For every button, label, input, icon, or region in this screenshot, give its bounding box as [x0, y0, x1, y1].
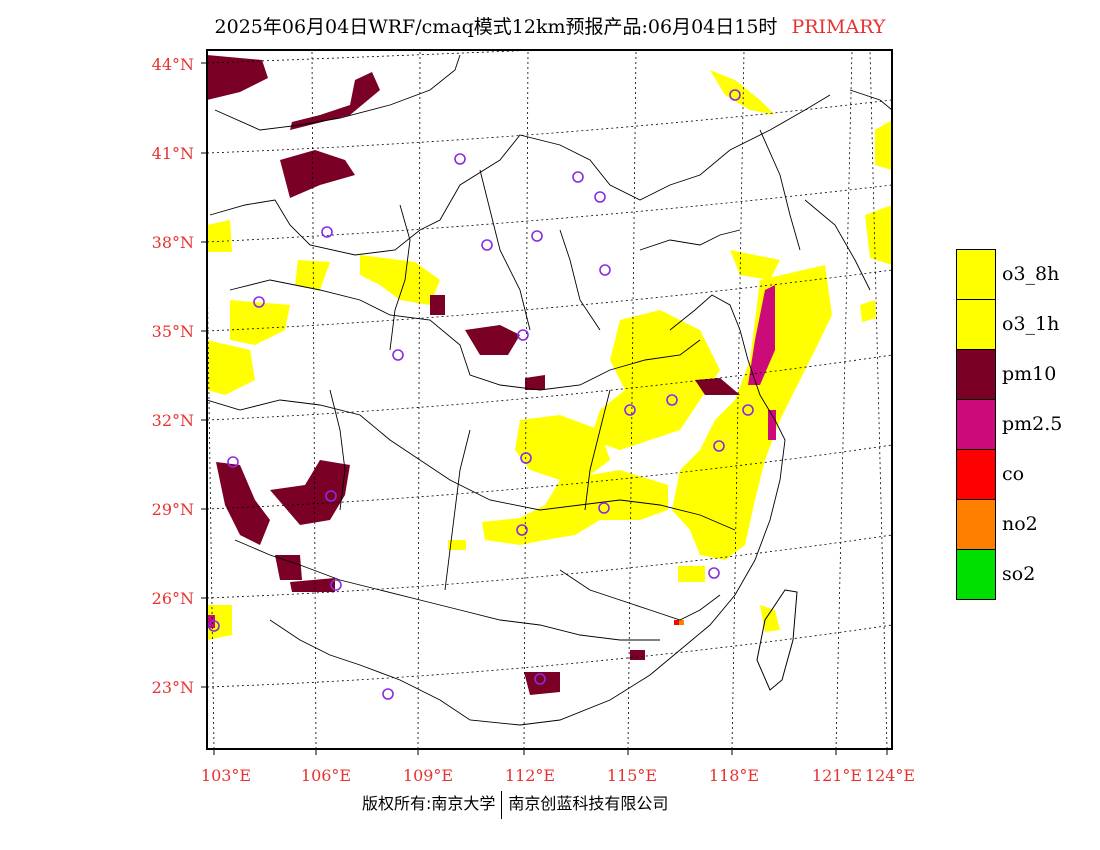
city-markers	[208, 89, 754, 700]
legend-item-o3-1h: o3_1h	[956, 299, 1096, 350]
legend: o3_8h o3_1h pm10 pm2.5 co no2 so2	[956, 249, 1096, 600]
lat-label-35: 35°N	[151, 322, 194, 341]
legend-label: o3_1h	[1002, 313, 1060, 335]
copyright-right: 南京创蓝科技有限公司	[508, 794, 669, 813]
legend-swatch	[956, 449, 996, 500]
legend-label: no2	[1002, 513, 1038, 535]
lat-label-41: 41°N	[151, 144, 194, 163]
footer-separator	[501, 790, 503, 819]
lon-label-103: 103°E	[200, 766, 252, 785]
lon-label-112: 112°E	[504, 766, 556, 785]
legend-item-so2: so2	[956, 549, 1096, 600]
map-border	[206, 49, 893, 750]
legend-label: so2	[1002, 563, 1036, 585]
lon-label-109: 109°E	[402, 766, 454, 785]
copyright-left: 版权所有:南京大学	[362, 794, 496, 813]
legend-swatch	[956, 299, 996, 350]
copyright-footer: 版权所有:南京大学 南京创蓝科技有限公司	[362, 790, 668, 819]
co-regions	[674, 620, 679, 625]
lat-label-32: 32°N	[151, 411, 194, 430]
legend-item-pm10: pm10	[956, 349, 1096, 400]
lon-label-124: 124°E	[864, 766, 916, 785]
legend-label: pm10	[1002, 363, 1057, 385]
lat-label-23: 23°N	[151, 678, 194, 697]
lon-label-106: 106°E	[300, 766, 352, 785]
lon-label-118: 118°E	[708, 766, 760, 785]
taiwan-island	[756, 589, 798, 691]
legend-label: co	[1002, 463, 1025, 485]
legend-item-pm25: pm2.5	[956, 399, 1096, 450]
legend-swatch	[956, 499, 996, 550]
lon-label-115: 115°E	[606, 766, 658, 785]
legend-label: pm2.5	[1002, 413, 1063, 435]
lat-label-29: 29°N	[151, 500, 194, 519]
legend-swatch	[956, 549, 996, 600]
legend-item-o3-8h: o3_8h	[956, 249, 1096, 300]
legend-swatch	[956, 399, 996, 450]
legend-swatch	[956, 349, 996, 400]
pm10-regions	[207, 55, 740, 695]
title-tag: PRIMARY	[791, 16, 886, 38]
lat-label-26: 26°N	[151, 589, 194, 608]
legend-item-no2: no2	[956, 499, 1096, 550]
lat-label-38: 38°N	[151, 233, 194, 252]
legend-item-co: co	[956, 449, 1096, 500]
graticule	[207, 50, 892, 749]
lat-label-44: 44°N	[151, 55, 194, 74]
legend-swatch	[956, 249, 996, 300]
province-boundaries	[207, 54, 892, 726]
axis-ticks	[201, 62, 888, 755]
map-title: 2025年06月04日WRF/cmaq模式12km预报产品:06月04日15时 P…	[0, 12, 1100, 39]
legend-label: o3_8h	[1002, 263, 1060, 285]
title-main: 2025年06月04日WRF/cmaq模式12km预报产品:06月04日15时	[214, 16, 778, 38]
lon-label-121: 121°E	[811, 766, 863, 785]
map-content	[207, 50, 892, 749]
no2-regions	[679, 620, 684, 625]
